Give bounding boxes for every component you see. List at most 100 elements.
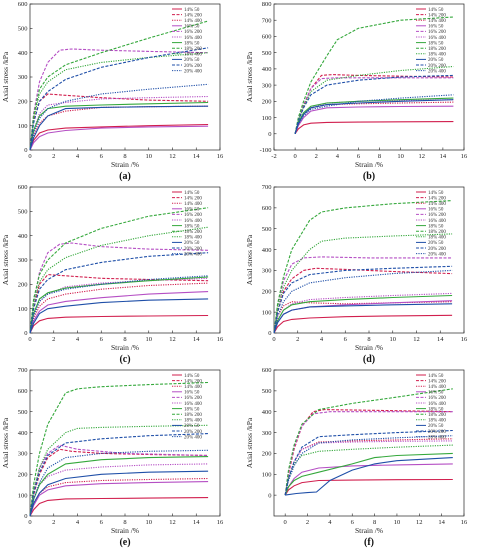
legend-entry: 14% 200	[184, 13, 202, 18]
legend-entry: 20% 400	[428, 252, 446, 257]
series-line	[29, 481, 209, 517]
y-tick-label: 500	[18, 26, 28, 33]
series-line	[294, 97, 454, 134]
x-tick-label: 12	[416, 519, 423, 526]
legend-entry: 14% 50	[428, 191, 444, 196]
legend-entry: 16% 200	[184, 396, 202, 401]
x-axis-label: Strain /%	[355, 160, 383, 169]
legend-entry: 20% 400	[184, 435, 202, 440]
x-tick-label: 0	[28, 519, 31, 526]
y-tick-label: 0	[268, 131, 271, 138]
series-line	[29, 497, 209, 517]
legend-entry: 18% 400	[428, 53, 446, 58]
x-tick-label: 16	[217, 519, 224, 526]
x-tick-label: 2	[296, 336, 299, 343]
y-axis-label: Axial stress /kPa	[245, 234, 254, 285]
y-tick-label: 400	[18, 233, 28, 240]
series-line	[294, 121, 454, 135]
series-line	[29, 95, 209, 151]
chart-panel: 0 2 4 6 8 10 12 14 16 0 100 200 300 400 500 600 700 Strai…	[244, 183, 488, 366]
x-axis-label: Strain /%	[111, 160, 139, 169]
y-tick-label: 600	[262, 34, 272, 41]
plot-frame	[273, 3, 465, 151]
x-tick-label: 14	[437, 336, 444, 343]
series-line	[294, 94, 454, 134]
chart-svg: 0 2 4 6 8 10 12 14 16 0 100 200 300 400 500 600 700 Strai…	[245, 184, 468, 365]
x-tick-label: 4	[328, 519, 332, 526]
x-tick-label: 6	[100, 153, 104, 160]
legend-entry: 14% 50	[428, 374, 444, 379]
legend-entry: 20% 200	[184, 64, 202, 69]
series-line	[29, 275, 209, 334]
series-line	[29, 47, 209, 151]
series-line	[294, 105, 454, 135]
y-tick-label: 100	[18, 492, 28, 499]
series-line	[29, 252, 209, 334]
legend-entry: 18% 200	[184, 47, 202, 52]
y-tick-label: 0	[24, 330, 27, 337]
legend-entry: 16% 400	[428, 219, 446, 224]
x-tick-label: 12	[413, 336, 420, 343]
legend-entry: 14% 400	[428, 202, 446, 207]
x-axis-label: Strain /%	[355, 343, 383, 352]
x-tick-label: 4	[76, 336, 80, 343]
y-tick-label: 600	[262, 367, 272, 374]
y-tick-label: 0	[24, 147, 27, 154]
legend-entry: 16% 50	[428, 208, 444, 213]
y-tick-label: 800	[262, 1, 272, 8]
y-tick-label: 700	[18, 367, 28, 374]
x-tick-label: 12	[169, 336, 176, 343]
legend-entry: 20% 200	[428, 64, 446, 69]
legend-entry: 18% 400	[428, 419, 446, 424]
panel-caption: (c)	[119, 354, 130, 365]
legend-entry: 20% 400	[428, 435, 446, 440]
legend-entry: 20% 400	[184, 69, 202, 74]
legend-entry: 20% 400	[428, 69, 446, 74]
legend-entry: 14% 50	[184, 374, 200, 379]
legend-entry: 16% 50	[184, 25, 200, 30]
y-tick-label: 400	[262, 66, 272, 73]
panel-caption: (e)	[119, 537, 130, 548]
y-tick-label: 400	[18, 50, 28, 57]
y-axis-label: Axial stress /kPa	[1, 234, 10, 285]
legend-entry: 18% 50	[428, 41, 444, 46]
x-tick-label: 16	[461, 153, 468, 160]
series-line	[29, 277, 209, 334]
series-line	[273, 233, 453, 334]
y-axis-label: Axial stress /kPa	[1, 51, 10, 102]
y-tick-label: 600	[262, 205, 272, 212]
y-tick-label: 300	[18, 74, 28, 81]
y-tick-label: 700	[262, 184, 272, 191]
series-line	[273, 303, 453, 334]
panel-caption: (f)	[364, 537, 374, 548]
legend-entry: 18% 50	[184, 41, 200, 46]
x-tick-label: 4	[76, 153, 80, 160]
series-line	[284, 388, 453, 496]
x-tick-label: 0	[284, 519, 287, 526]
series-line	[29, 105, 209, 151]
y-tick-label: 0	[24, 513, 27, 520]
chart-panel: -2 0 2 4 6 8 10 12 14 16 -100 0 100 200 300 400 500 600 70…	[244, 0, 488, 183]
panel-caption: (b)	[363, 171, 375, 182]
legend-entry: 14% 400	[428, 385, 446, 390]
legend-entry: 14% 50	[184, 191, 200, 196]
series-line	[273, 267, 453, 334]
y-axis-label: Axial stress /kPa	[1, 417, 10, 468]
chart-panel: 0 2 4 6 8 10 12 14 16 0 100 200 300 400 500 600 Strain /…	[0, 183, 244, 366]
legend-entry: 18% 200	[184, 230, 202, 235]
x-tick-label: 14	[438, 519, 445, 526]
y-tick-label: 100	[18, 306, 28, 313]
series-line	[29, 282, 209, 334]
legend-entry: 20% 50	[428, 424, 444, 429]
x-tick-label: 14	[193, 519, 200, 526]
chart-svg: 0 2 4 6 8 10 12 14 16 0 100 200 300 400 500 600 Strain /…	[1, 184, 224, 365]
series-line	[29, 444, 209, 517]
x-tick-label: 16	[461, 519, 468, 526]
legend-entry: 14% 400	[428, 19, 446, 24]
legend-entry: 16% 50	[184, 391, 200, 396]
legend-entry: 20% 50	[184, 241, 200, 246]
series-line	[29, 20, 209, 151]
y-tick-label: 100	[262, 471, 272, 478]
legend-entry: 14% 200	[184, 196, 202, 201]
y-tick-label: 300	[262, 268, 272, 275]
